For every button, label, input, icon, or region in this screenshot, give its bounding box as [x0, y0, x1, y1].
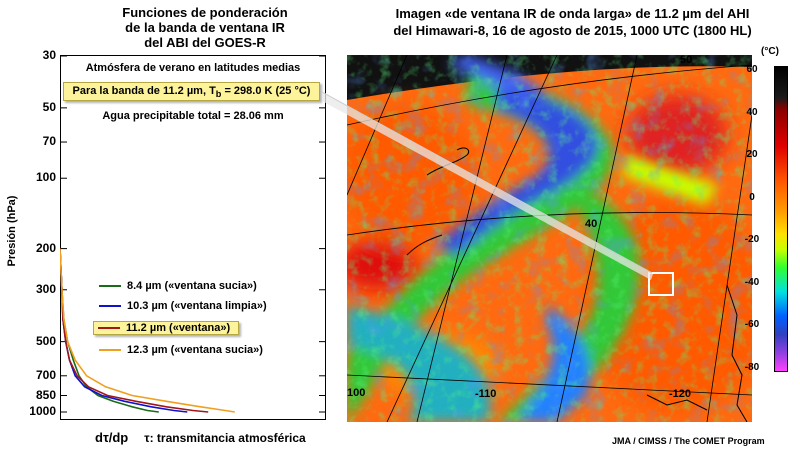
y-tick-label: 700 [35, 367, 56, 382]
y-tick-label: 850 [35, 387, 56, 402]
x-axis-derivative: dτ/dp [95, 430, 129, 445]
left-chart-title: Funciones de ponderación de la banda de … [40, 5, 370, 50]
colorbar-tick-label: -40 [744, 276, 760, 288]
colorbar-tick-label: 60 [746, 64, 758, 75]
satellite-ir-image: 50 40 100 -110 -120 [347, 55, 752, 422]
legend-item-11-2: 11.2 µm («ventana») [93, 320, 267, 336]
lat-label-50: 50 [680, 55, 693, 66]
colorbar-tick-label: -20 [744, 234, 760, 246]
right-title-line-2: del Himawari-8, 16 de agosto de 2015, 10… [393, 23, 752, 38]
y-tick-label: 1000 [29, 404, 56, 418]
legend-label: 12.3 µm («ventana sucia») [127, 344, 263, 356]
band-suffix: = 298.0 K (25 °C) [221, 85, 311, 97]
legend-swatch [98, 327, 120, 330]
y-tick-label: 30 [42, 48, 56, 62]
series-line-3 [60, 248, 235, 413]
band-prefix: Para la banda de 11.2 µm, T [72, 85, 216, 97]
legend-item-8-4: 8.4 µm («ventana sucia») [99, 278, 267, 294]
satellite-image-title: Imagen «de ventana IR de onda larga» de … [345, 5, 800, 39]
legend-label: 8.4 µm («ventana sucia») [127, 280, 257, 292]
y-tick-label: 100 [35, 170, 56, 185]
precipitable-water-label: Agua precipitable total = 28.06 mm [102, 110, 284, 122]
y-tick-label: 200 [35, 240, 56, 255]
colorbar-tick-label: 0 [749, 191, 755, 203]
lat-label-40: 40 [585, 218, 598, 230]
colorbar-tick-label: 40 [746, 106, 758, 118]
lon-label-110: -110 [475, 388, 497, 400]
colorbar-gradient [774, 66, 788, 372]
left-title-line-2: de la banda de ventana IR [125, 20, 285, 35]
x-axis-description: τ: transmitancia atmosférica [144, 431, 306, 445]
left-title-line-1: Funciones de ponderación [122, 5, 288, 20]
y-tick-label: 500 [35, 333, 56, 348]
chart-legend: 8.4 µm («ventana sucia») 10.3 µm («venta… [93, 278, 267, 358]
legend-label: 11.2 µm («ventana») [126, 322, 231, 334]
x-axis-label: dτ/dp τ: transmitancia atmosférica [95, 430, 306, 445]
colorbar-tick-label: 20 [746, 149, 758, 161]
credit-text: JMA / CIMSS / The COMET Program [612, 436, 765, 446]
colorbar-tick-label: -80 [744, 362, 760, 373]
weighting-curves [60, 55, 326, 413]
lon-label-100: 100 [347, 387, 366, 399]
colorbar-unit: (°C) [761, 46, 779, 57]
legend-highlight-box: 11.2 µm («ventana») [93, 321, 240, 335]
legend-swatch [99, 285, 121, 288]
legend-swatch [99, 305, 121, 308]
y-tick-label: 300 [35, 281, 56, 296]
legend-label: 10.3 µm («ventana limpia») [127, 300, 267, 312]
colorbar-tick-label: -60 [744, 319, 760, 331]
legend-swatch [99, 349, 121, 352]
left-title-line-3: del ABI del GOES-R [144, 35, 266, 50]
ir-map-graphic [347, 55, 752, 422]
legend-item-10-3: 10.3 µm («ventana limpia») [99, 298, 267, 314]
lon-label-120: -120 [669, 388, 692, 400]
legend-item-12-3: 12.3 µm («ventana sucia») [99, 342, 267, 358]
band-subscript: b [215, 89, 222, 100]
atmosphere-label: Atmósfera de verano en latitudes medias [85, 62, 301, 74]
right-title-line-1: Imagen «de ventana IR de onda larga» de … [395, 6, 750, 21]
y-tick-label: 50 [42, 99, 56, 114]
weighting-function-plot [60, 55, 326, 420]
band-brightness-temp-box: Para la banda de 11.2 µm, Tb = 298.0 K (… [63, 82, 320, 101]
y-tick-label: 70 [42, 134, 56, 149]
y-axis-label: Presión (hPa) [6, 195, 18, 267]
sample-pixel-box [648, 272, 674, 296]
